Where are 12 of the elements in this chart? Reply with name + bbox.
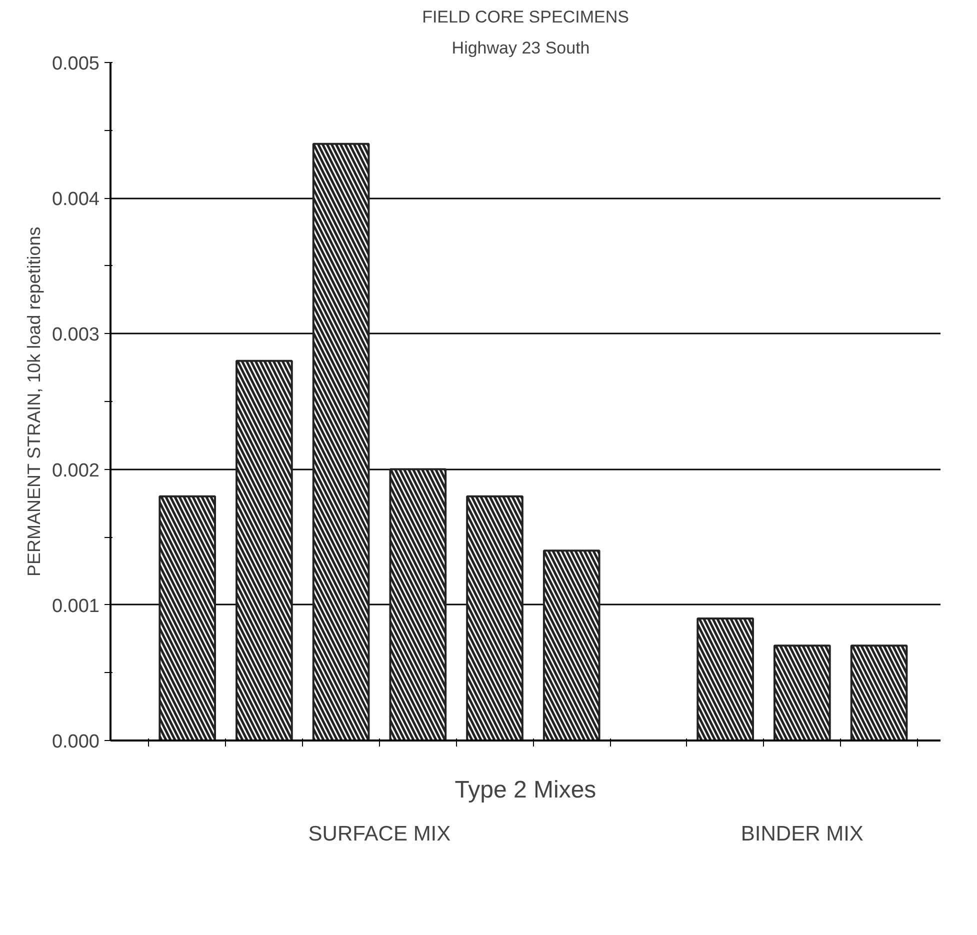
y-tick-label: 0.005 bbox=[52, 54, 100, 74]
text: BINDER MIX bbox=[740, 822, 864, 846]
y-tick-label: 0.001 bbox=[52, 596, 100, 617]
chart-title: FIELD CORE SPECIMENS bbox=[422, 8, 629, 26]
y-tick-label: 0.004 bbox=[52, 189, 100, 210]
y-tick-label: 0.000 bbox=[52, 732, 100, 752]
y-tick-label: 0.002 bbox=[52, 460, 100, 482]
text: SURFACE MIX bbox=[308, 822, 451, 846]
y-tick-label: 0.003 bbox=[52, 324, 100, 346]
x-axis-title: Type 2 Mixes bbox=[454, 776, 596, 804]
y-axis-title: PERMANENT STRAIN, 10k load repetitions bbox=[24, 226, 44, 577]
chart-subtitle: Highway 23 South bbox=[452, 38, 590, 58]
